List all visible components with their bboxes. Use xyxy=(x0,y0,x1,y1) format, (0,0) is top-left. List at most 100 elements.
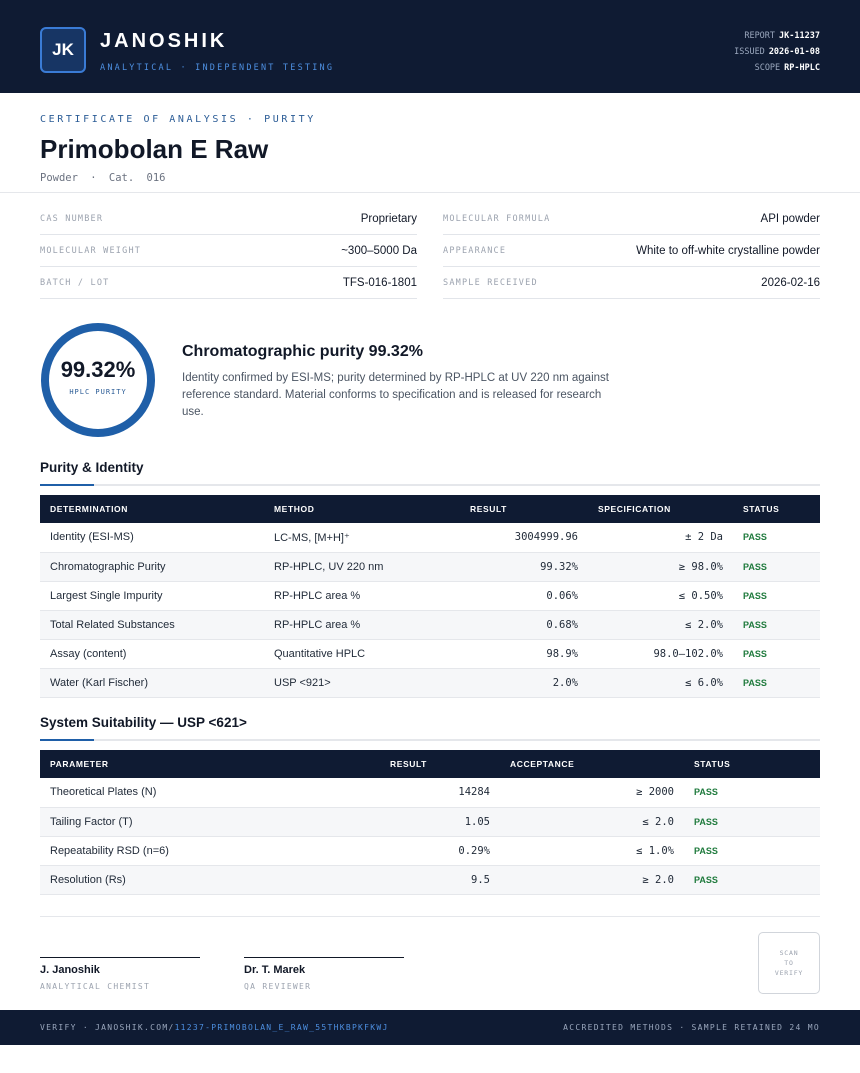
divider xyxy=(0,192,860,193)
property-value: TFS-016-1801 xyxy=(342,276,417,289)
ring-label: HPLC PURITY xyxy=(69,388,126,396)
property-value: 2026-02-16 xyxy=(761,276,820,289)
property: CAS NUMBER Proprietary xyxy=(40,203,417,235)
cell: ≤ 2.0% xyxy=(588,610,733,640)
cell: PASS xyxy=(684,865,820,895)
table-body: Theoretical Plates (N) 14284 ≥ 2000 PASS Tai… xyxy=(40,778,820,895)
table-row: Largest Single Impurity RP-HPLC area % 0.0… xyxy=(40,581,820,611)
verify-link: 11237-PRIMOBOLAN_E_RAW_55THKBPKFKWJ xyxy=(174,1023,389,1032)
meta-row: REPORT JK-11237 xyxy=(734,28,820,44)
cell: ≥ 98.0% xyxy=(588,552,733,582)
table-row: Total Related Substances RP-HPLC area % 0.… xyxy=(40,610,820,640)
cell: Assay (content) xyxy=(40,639,264,669)
verify-line: VERIFY · JANOSHIK.COM/11237-PRIMOBOLAN_E… xyxy=(40,1023,389,1032)
purity-table: DETERMINATION METHOD RESULT SPECIFICATION ST… xyxy=(40,495,820,698)
signature: Dr. T. Marek QA REVIEWER xyxy=(244,957,404,991)
tagline: ANALYTICAL · INDEPENDENT TESTING xyxy=(100,63,335,73)
cell: PASS xyxy=(684,807,820,837)
table-head: PARAMETER RESULT ACCEPTANCE STATUS xyxy=(40,750,820,778)
column-header: ACCEPTANCE xyxy=(500,750,684,778)
cell: ≤ 6.0% xyxy=(588,668,733,698)
logo: JK xyxy=(40,27,86,73)
property-label: MOLECULAR FORMULA xyxy=(443,213,551,224)
signer-name: Dr. T. Marek xyxy=(244,964,306,976)
cell: 0.68% xyxy=(460,610,588,640)
cell: Chromatographic Purity xyxy=(40,552,264,582)
cell: PASS xyxy=(684,836,820,866)
suitability-table: PARAMETER RESULT ACCEPTANCE STATUS Theoretic… xyxy=(40,750,820,895)
column-header: STATUS xyxy=(684,750,820,778)
column-header: STATUS xyxy=(733,495,820,523)
cell: ± 2 Da xyxy=(588,523,733,553)
cell: 0.06% xyxy=(460,581,588,611)
table-head: DETERMINATION METHOD RESULT SPECIFICATION ST… xyxy=(40,495,820,523)
cell: ≤ 0.50% xyxy=(588,581,733,611)
meta-label: REPORT xyxy=(744,31,776,41)
section-heading: System Suitability — USP <621> xyxy=(40,715,247,730)
cell: PASS xyxy=(733,581,820,611)
cell: PASS xyxy=(733,552,820,582)
cell: 1.05 xyxy=(380,807,500,837)
ring xyxy=(41,323,155,437)
ring-value: 99.32% xyxy=(61,357,136,382)
table-row: Repeatability RSD (n=6) 0.29% ≤ 1.0% PASS xyxy=(40,836,820,866)
cell: PASS xyxy=(733,523,820,553)
brand: JANOSHIK xyxy=(100,30,228,52)
cell: ≤ 1.0% xyxy=(500,836,684,866)
cell: Largest Single Impurity xyxy=(40,581,264,611)
purity-ring: 99.32% HPLC PURITY xyxy=(41,323,155,437)
table-row: Assay (content) Quantitative HPLC 98.9% 98.… xyxy=(40,639,820,669)
meta-value: RP-HPLC xyxy=(784,63,820,73)
table-row: Resolution (Rs) 9.5 ≥ 2.0 PASS xyxy=(40,865,820,895)
cell: 98.0–102.0% xyxy=(588,639,733,669)
cell: ≥ 2000 xyxy=(500,778,684,808)
signature: J. Janoshik ANALYTICAL CHEMIST xyxy=(40,957,200,991)
property-label: MOLECULAR WEIGHT xyxy=(40,245,142,256)
table-row: Chromatographic Purity RP-HPLC, UV 220 nm… xyxy=(40,552,820,582)
meta-label: SCOPE xyxy=(754,63,781,73)
property: SAMPLE RECEIVED 2026-02-16 xyxy=(443,267,820,299)
property-value: ~300–5000 Da xyxy=(341,244,417,257)
cell: 0.29% xyxy=(380,836,500,866)
cell: Identity (ESI-MS) xyxy=(40,523,264,553)
meta-row: SCOPE RP-HPLC xyxy=(734,60,820,76)
table-row: Theoretical Plates (N) 14284 ≥ 2000 PASS xyxy=(40,778,820,808)
column-header: RESULT xyxy=(380,750,500,778)
table-row: Tailing Factor (T) 1.05 ≤ 2.0 PASS xyxy=(40,807,820,837)
header-row: DETERMINATION METHOD RESULT SPECIFICATION ST… xyxy=(40,495,820,523)
cell: 98.9% xyxy=(460,639,588,669)
cell: Resolution (Rs) xyxy=(40,865,380,895)
property: BATCH / LOT TFS-016-1801 xyxy=(40,267,417,299)
meta-row: ISSUED 2026-01-08 xyxy=(734,44,820,60)
summary-text: Identity confirmed by ESI-MS; purity det… xyxy=(182,372,609,418)
column-header: PARAMETER xyxy=(40,750,380,778)
cell: Tailing Factor (T) xyxy=(40,807,380,837)
product-title: Primobolan E Raw xyxy=(40,134,269,164)
cell: PASS xyxy=(733,668,820,698)
cell: 14284 xyxy=(380,778,500,808)
meta-value: JK-11237 xyxy=(779,31,820,41)
cell: 2.0% xyxy=(460,668,588,698)
column-header: DETERMINATION xyxy=(40,495,264,523)
column-header: METHOD xyxy=(264,495,460,523)
meta-value: 2026-01-08 xyxy=(768,47,820,57)
cell: Repeatability RSD (n=6) xyxy=(40,836,380,866)
property-value: API powder xyxy=(760,212,820,225)
kicker: CERTIFICATE OF ANALYSIS · PURITY xyxy=(40,114,316,125)
table-body: Identity (ESI-MS) LC-MS, [M+H]⁺ 3004999.96… xyxy=(40,523,820,698)
cell: Water (Karl Fischer) xyxy=(40,668,264,698)
column-header: SPECIFICATION xyxy=(588,495,733,523)
footer: VERIFY · JANOSHIK.COM/11237-PRIMOBOLAN_E… xyxy=(0,1010,860,1045)
cell: Quantitative HPLC xyxy=(264,639,460,669)
cell: PASS xyxy=(733,639,820,669)
summary-heading: Chromatographic purity 99.32% xyxy=(182,343,423,360)
cell: PASS xyxy=(684,778,820,808)
property-label: BATCH / LOT xyxy=(40,277,110,288)
signer-role: QA REVIEWER xyxy=(244,982,312,991)
property: MOLECULAR FORMULA API powder xyxy=(443,203,820,235)
footer-note: ACCREDITED METHODS · SAMPLE RETAINED 24 … xyxy=(563,1023,820,1032)
property-label: CAS NUMBER xyxy=(40,213,104,224)
divider xyxy=(40,916,820,917)
cell: RP-HPLC area % xyxy=(264,610,460,640)
